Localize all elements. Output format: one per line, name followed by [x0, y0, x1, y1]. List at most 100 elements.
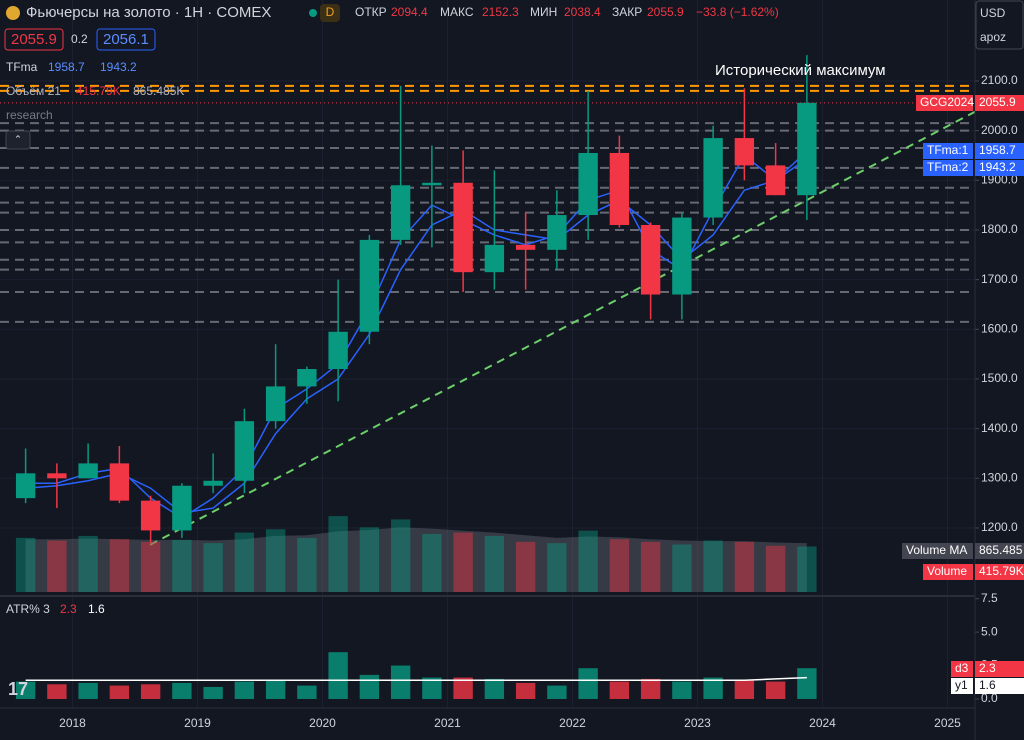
- atr-bar: [15, 681, 36, 699]
- candle-body: [78, 463, 98, 479]
- buy[interactable]: 2056.1: [103, 31, 149, 48]
- candle-body: [578, 152, 598, 216]
- label-value: 2.3: [979, 661, 996, 675]
- label-value-bg: [975, 143, 1024, 159]
- ohlc-label: МИН: [530, 5, 557, 19]
- sell[interactable]: 2055.9: [11, 31, 57, 48]
- label-value: 1943.2: [979, 160, 1016, 174]
- candle-body: [172, 485, 192, 531]
- volume-bar: [140, 541, 161, 592]
- indicator-value: 865.485K: [133, 84, 184, 98]
- indicator-value: 415.79K: [76, 84, 121, 98]
- volume-bar: [547, 543, 567, 592]
- y-tick-label: 1600.0: [981, 321, 1018, 335]
- y-tick-label: 1400.0: [981, 421, 1018, 435]
- label-value: 1958.7: [979, 143, 1016, 157]
- sell-box[interactable]: [4, 28, 64, 51]
- candle-body: [47, 473, 67, 479]
- ohlc-label: ЗАКР: [612, 5, 642, 19]
- currency[interactable]: USD: [980, 6, 1006, 20]
- status-dot: [309, 9, 317, 17]
- trendline: [149, 110, 976, 546]
- label-value-bg: [975, 678, 1024, 694]
- atr-value: 2.3: [60, 602, 77, 616]
- label-name: TFma:1: [927, 143, 969, 157]
- volume-bar: [578, 530, 598, 592]
- indicator-name: Объём 21: [6, 84, 61, 98]
- y-tick-label: 7.5: [981, 591, 998, 605]
- atr-bar: [265, 680, 286, 699]
- ohlc-value: 2055.9: [647, 5, 684, 19]
- candle-body: [109, 463, 130, 501]
- volume-bar: [765, 545, 786, 592]
- atr-value: 1.6: [88, 602, 105, 616]
- atr-bar: [390, 665, 411, 699]
- x-tick-label: 2019: [184, 716, 211, 730]
- collapse-icon[interactable]: ⌃: [14, 135, 22, 146]
- atr-bar: [765, 681, 786, 699]
- y-tick-label: 0.0: [981, 691, 998, 705]
- x-tick-label: 2021: [434, 716, 461, 730]
- volume-bar: [172, 539, 192, 592]
- candle-body: [140, 500, 161, 531]
- label-name: Volume: [927, 564, 967, 578]
- volume-bar: [609, 539, 630, 592]
- atr-bar: [672, 681, 692, 699]
- volume-bar: [515, 541, 536, 592]
- candle-body: [390, 185, 411, 240]
- atr-bar: [328, 652, 348, 699]
- y-tick-label: 2100.0: [981, 73, 1018, 87]
- label-value: 2055.9: [979, 95, 1016, 109]
- volume-bar: [265, 529, 286, 592]
- candle-body: [359, 239, 380, 332]
- atr-bar: [515, 682, 536, 699]
- ohlc-value: 2094.4: [391, 5, 428, 19]
- x-tick-label: 2022: [559, 716, 586, 730]
- buy-box[interactable]: [96, 28, 156, 51]
- atr-bar: [297, 685, 317, 699]
- atr-bar: [78, 682, 98, 699]
- atr-bar: [422, 677, 442, 699]
- account: apoz: [980, 30, 1006, 44]
- change: −33.8 (−1.62%): [696, 5, 779, 19]
- label-value: 865.485: [979, 543, 1023, 557]
- label-value-bg: [975, 160, 1024, 176]
- indicator-value: 1943.2: [100, 60, 137, 74]
- label-name: GCG2024: [920, 95, 974, 109]
- candle-body: [234, 421, 255, 481]
- volume-ma-area: [25, 527, 807, 592]
- y-tick-label: 1300.0: [981, 470, 1018, 484]
- atr-bar: [797, 668, 817, 699]
- volume-bar: [359, 527, 380, 592]
- label-name-bg: [951, 678, 973, 694]
- candle-body: [515, 244, 536, 250]
- x-tick-label: 2023: [684, 716, 711, 730]
- candle-body: [672, 217, 692, 295]
- symbol-icon: [6, 6, 20, 20]
- candle-body: [703, 138, 723, 218]
- atr-name: ATR% 3: [6, 602, 50, 616]
- indicator-name: TFma: [6, 60, 38, 74]
- label-name-bg: [902, 543, 973, 559]
- atr-bar: [47, 684, 67, 699]
- collapse-button[interactable]: [5, 130, 31, 150]
- candle-body: [203, 480, 223, 486]
- label-name-bg: [916, 95, 973, 111]
- volume-bar: [47, 540, 67, 592]
- spread: 0.2: [71, 32, 88, 46]
- candle-body: [609, 152, 630, 225]
- volume-bar: [453, 532, 473, 592]
- plot: [0, 0, 979, 708]
- candle-body: [797, 102, 817, 196]
- atr-bar: [609, 681, 630, 699]
- atr-bar: [109, 685, 130, 699]
- candle-body: [265, 386, 286, 422]
- atr-bar: [578, 668, 598, 699]
- x-tick-label: 2018: [59, 716, 86, 730]
- atr-bar: [734, 680, 755, 699]
- atr-bar: [172, 682, 192, 699]
- volume-bar: [15, 537, 36, 592]
- currency-box[interactable]: [975, 0, 1024, 50]
